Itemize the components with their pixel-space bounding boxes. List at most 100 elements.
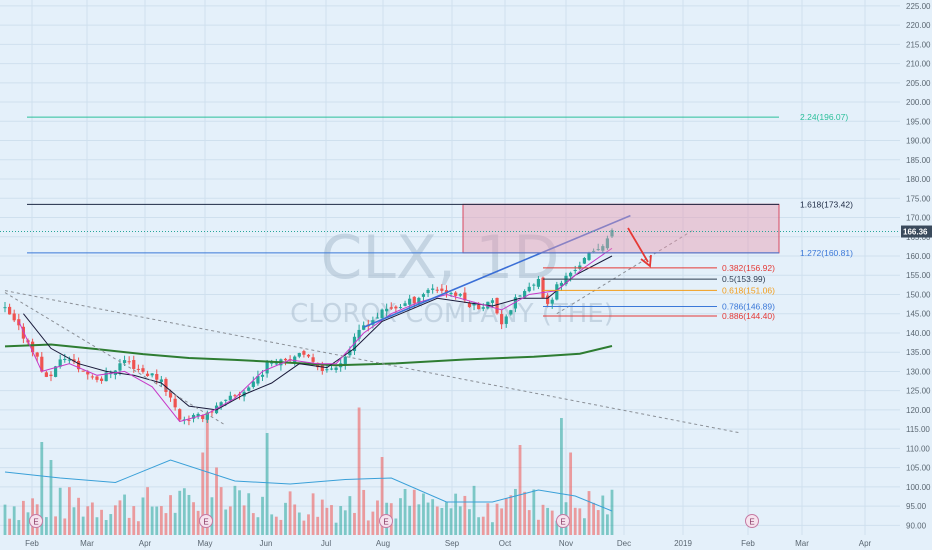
fib-label: 0.382(156.92) bbox=[722, 263, 775, 273]
volume-bar bbox=[357, 407, 361, 535]
price-badge bbox=[901, 225, 932, 238]
y-tick-label: 175.00 bbox=[906, 194, 931, 203]
y-tick-label: 210.00 bbox=[906, 60, 931, 69]
ma-mid-line bbox=[23, 255, 613, 411]
candle-body bbox=[274, 363, 278, 365]
rising-trendline bbox=[363, 214, 631, 328]
candle-body bbox=[118, 363, 122, 371]
candle-body bbox=[601, 246, 605, 251]
candle-body bbox=[205, 412, 209, 420]
volume-bar bbox=[458, 506, 462, 535]
candle-body bbox=[605, 238, 610, 249]
x-tick-label: Apr bbox=[859, 539, 872, 548]
volume-bar bbox=[196, 510, 200, 535]
candle-body bbox=[63, 358, 67, 360]
volume-bar bbox=[104, 520, 108, 535]
candle-body bbox=[67, 359, 71, 361]
earnings-event-icon[interactable] bbox=[556, 514, 570, 528]
earnings-event-label: E bbox=[560, 518, 565, 527]
candle-body bbox=[458, 294, 462, 296]
volume-bar bbox=[541, 504, 545, 535]
candle-body bbox=[224, 399, 228, 401]
x-tick-label: Feb bbox=[741, 539, 755, 548]
candle-body bbox=[122, 360, 127, 363]
x-tick-label: Apr bbox=[139, 539, 152, 548]
candle-body bbox=[467, 302, 472, 308]
volume-bar bbox=[486, 503, 490, 535]
y-tick-label: 155.00 bbox=[906, 271, 931, 280]
earnings-event-icon[interactable] bbox=[29, 514, 43, 528]
volume-bar bbox=[353, 512, 356, 535]
volume-bar bbox=[426, 502, 430, 535]
volume-bar bbox=[472, 485, 476, 535]
volume-bar bbox=[215, 467, 218, 535]
volume-bar bbox=[532, 489, 536, 535]
volume-bar bbox=[136, 521, 140, 535]
fib-label: 0.786(146.89) bbox=[722, 301, 775, 311]
volume-bar bbox=[109, 514, 113, 535]
candle-body bbox=[546, 295, 550, 304]
x-tick-label: Nov bbox=[559, 539, 573, 548]
volume-bar bbox=[77, 497, 80, 535]
volume-bar bbox=[348, 496, 352, 535]
volume-bar bbox=[173, 512, 177, 535]
candle-body bbox=[334, 367, 338, 370]
candle-body bbox=[481, 307, 485, 309]
earnings-event-icon[interactable] bbox=[199, 514, 213, 528]
candle-body bbox=[3, 307, 7, 309]
volume-bar bbox=[58, 487, 62, 535]
volume-bar bbox=[481, 516, 485, 535]
y-tick-label: 220.00 bbox=[906, 21, 931, 30]
volume-bar bbox=[316, 516, 320, 535]
candle-body bbox=[173, 398, 177, 408]
volume-bar bbox=[21, 500, 25, 535]
volume-bar bbox=[219, 487, 223, 535]
candle-body bbox=[582, 257, 587, 264]
volume-bar bbox=[155, 506, 159, 535]
candle-body bbox=[343, 356, 347, 365]
volume-bar bbox=[362, 489, 366, 535]
volume-bar bbox=[44, 517, 48, 535]
candle-body bbox=[518, 295, 522, 297]
volume-bar bbox=[573, 507, 577, 535]
volume-bar bbox=[477, 517, 481, 535]
price-badge-label: 166.36 bbox=[903, 228, 928, 237]
volume-bar bbox=[123, 494, 126, 535]
volume-bar bbox=[422, 493, 425, 535]
y-tick-label: 180.00 bbox=[906, 175, 931, 184]
candle-body bbox=[196, 413, 200, 417]
x-tick-label: Mar bbox=[80, 539, 94, 548]
candle-body bbox=[251, 381, 255, 387]
x-tick-label: Jul bbox=[321, 539, 331, 548]
volume-bar bbox=[518, 445, 522, 535]
earnings-event-icon[interactable] bbox=[379, 514, 393, 528]
volume-bar bbox=[394, 518, 398, 535]
earnings-event-icon[interactable] bbox=[745, 514, 759, 528]
volume-bar bbox=[224, 509, 228, 535]
volume-bar bbox=[311, 493, 315, 535]
volume-bar bbox=[251, 513, 255, 535]
volume-bar bbox=[297, 512, 301, 535]
volume-bar bbox=[606, 514, 609, 535]
fib-label: 0.5(153.99) bbox=[722, 274, 766, 284]
volume-bar bbox=[26, 512, 30, 535]
candle-body bbox=[21, 326, 25, 339]
candle-body bbox=[95, 376, 99, 380]
volume-bar bbox=[601, 495, 605, 535]
volume-bar bbox=[523, 491, 527, 535]
candle-body bbox=[532, 284, 536, 286]
channel-support-line bbox=[556, 228, 696, 315]
volume-bar bbox=[113, 505, 117, 535]
y-tick-label: 95.00 bbox=[906, 502, 927, 511]
candle-body bbox=[164, 378, 168, 392]
volume-bar bbox=[284, 502, 287, 535]
volume-bar bbox=[164, 513, 168, 535]
volume-bar bbox=[454, 493, 458, 535]
candle-body bbox=[449, 293, 453, 295]
candle-body bbox=[412, 296, 416, 304]
candle-body bbox=[523, 291, 527, 298]
volume-bar bbox=[527, 510, 531, 535]
volume-bar bbox=[435, 506, 439, 535]
